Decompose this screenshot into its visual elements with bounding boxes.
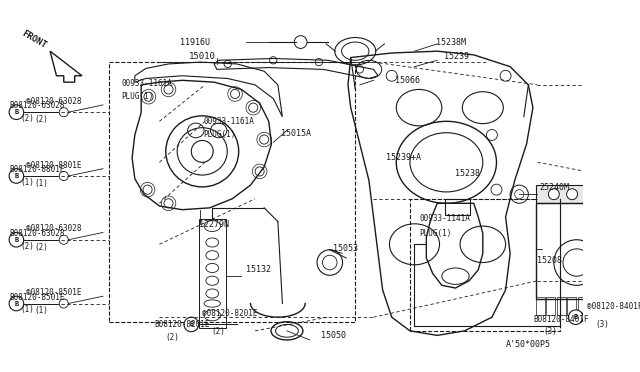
- Polygon shape: [50, 51, 82, 82]
- Text: (3): (3): [544, 327, 557, 336]
- Circle shape: [573, 312, 584, 323]
- Bar: [536, 203, 618, 299]
- Circle shape: [603, 189, 614, 200]
- Circle shape: [566, 189, 577, 200]
- Circle shape: [9, 296, 24, 311]
- Text: ®08120-8401F: ®08120-8401F: [587, 302, 640, 311]
- Text: 15132: 15132: [246, 265, 271, 274]
- Text: PLUG(1): PLUG(1): [419, 229, 451, 238]
- Text: ®08120-63028: ®08120-63028: [26, 97, 81, 106]
- Bar: [410, 199, 560, 331]
- Circle shape: [548, 189, 559, 200]
- Text: B: B: [189, 321, 193, 327]
- Text: 00933-1141A: 00933-1141A: [419, 214, 470, 223]
- Text: PLUG(1): PLUG(1): [203, 131, 236, 140]
- Bar: [588, 297, 597, 315]
- Bar: [567, 297, 576, 315]
- Text: (2): (2): [20, 242, 34, 251]
- Text: 00933-1161A: 00933-1161A: [203, 117, 254, 126]
- Bar: [577, 297, 587, 315]
- Circle shape: [9, 105, 24, 119]
- Text: (2): (2): [35, 115, 49, 124]
- Text: (2): (2): [35, 243, 49, 251]
- Circle shape: [9, 232, 24, 247]
- Text: (1): (1): [35, 306, 49, 315]
- Text: 15053: 15053: [333, 244, 358, 253]
- Text: B08120-8501E: B08120-8501E: [9, 293, 65, 302]
- Text: B08120-8401F: B08120-8401F: [533, 314, 588, 324]
- Circle shape: [585, 189, 596, 200]
- Text: 15066: 15066: [396, 76, 420, 85]
- Text: ®08120-8501E: ®08120-8501E: [26, 288, 81, 297]
- Text: (2): (2): [211, 327, 225, 336]
- Text: A'50*00P5: A'50*00P5: [506, 340, 550, 349]
- Text: 15239+A: 15239+A: [387, 153, 421, 162]
- Text: B08120-8201E: B08120-8201E: [155, 320, 211, 329]
- Bar: [536, 185, 618, 203]
- Text: B: B: [573, 314, 578, 320]
- Text: 12279N: 12279N: [198, 220, 228, 229]
- Bar: [536, 297, 545, 315]
- Bar: [198, 219, 226, 328]
- Text: B: B: [14, 173, 19, 179]
- Text: B: B: [14, 237, 19, 243]
- Circle shape: [9, 169, 24, 183]
- Circle shape: [568, 310, 583, 324]
- Text: PLUG(1): PLUG(1): [121, 92, 154, 101]
- Circle shape: [184, 317, 198, 332]
- Bar: [557, 297, 566, 315]
- Text: B08120-63028: B08120-63028: [9, 101, 65, 110]
- Text: (3): (3): [596, 320, 610, 329]
- Text: 15238M: 15238M: [436, 38, 467, 46]
- Text: (2): (2): [166, 333, 180, 342]
- Text: 15238: 15238: [456, 169, 481, 178]
- Bar: [109, 62, 355, 322]
- Text: B08120-63028: B08120-63028: [9, 229, 65, 238]
- Text: B: B: [14, 301, 19, 307]
- Circle shape: [294, 36, 307, 48]
- Bar: [609, 297, 618, 315]
- Text: 15050: 15050: [321, 331, 346, 340]
- Text: FRONT: FRONT: [20, 29, 48, 50]
- Text: ®08120-8801E: ®08120-8801E: [26, 161, 81, 170]
- Text: (2): (2): [20, 114, 34, 123]
- Text: B: B: [14, 109, 19, 115]
- Text: ®08120-63028: ®08120-63028: [26, 224, 81, 233]
- Bar: [546, 297, 556, 315]
- Text: 15208: 15208: [538, 256, 563, 265]
- Text: (1): (1): [35, 179, 49, 188]
- Text: 00933-1161A: 00933-1161A: [121, 78, 172, 87]
- Text: ®08120-8201E: ®08120-8201E: [202, 309, 258, 318]
- Text: B08120-8801E: B08120-8801E: [9, 165, 65, 174]
- Text: 15239: 15239: [444, 52, 468, 61]
- Text: 25240M: 25240M: [540, 183, 570, 192]
- Text: 15015A: 15015A: [280, 129, 310, 138]
- Text: 15010: 15010: [189, 52, 216, 61]
- Text: (1): (1): [20, 178, 34, 187]
- Bar: [598, 297, 607, 315]
- Bar: [445, 199, 470, 215]
- Text: 11916U: 11916U: [180, 38, 211, 46]
- Text: (1): (1): [20, 305, 34, 314]
